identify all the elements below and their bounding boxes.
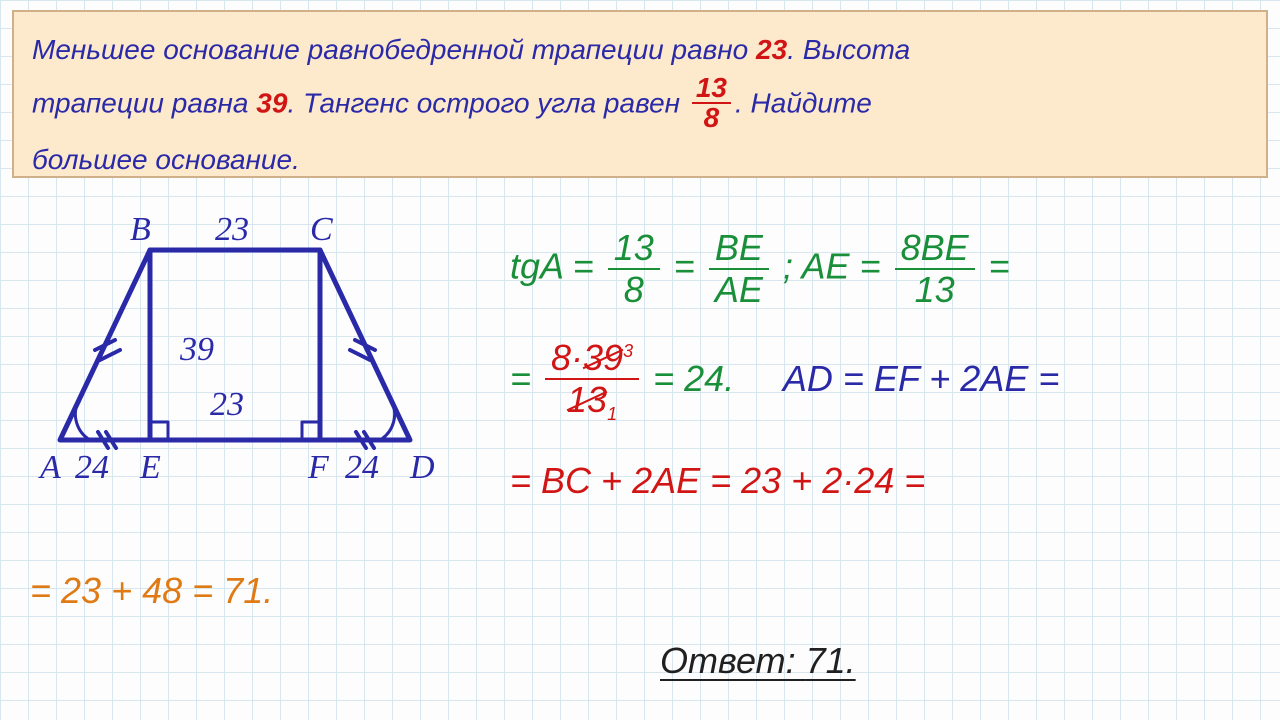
label-b: B: [130, 211, 151, 248]
label-a: A: [38, 449, 61, 486]
work-line-1: tgA = 138 = BEAE ; AE = 8BE13 =: [510, 230, 1010, 308]
l2a: =: [510, 358, 541, 399]
l2c: AD = EF + 2AE =: [783, 358, 1060, 399]
trapezoid-diagram: B C A D E F 23 39 23 24 24: [30, 200, 460, 500]
l1f1n: 13: [608, 230, 660, 270]
problem-fraction: 138: [692, 74, 731, 132]
angle-arc-a: [75, 400, 90, 440]
label-f: F: [307, 449, 330, 486]
problem-text-3: трапеции равна: [32, 87, 256, 118]
answer-line: Ответ: 71.: [660, 640, 856, 682]
problem-value-1: 23: [756, 34, 787, 65]
l1f2n: BE: [709, 230, 769, 270]
l1f3d: 13: [909, 270, 961, 308]
label-ef: 23: [210, 386, 244, 423]
label-c: C: [310, 211, 333, 248]
label-e: E: [139, 449, 161, 486]
work-line-3: = BC + 2AE = 23 + 2·24 =: [510, 460, 925, 502]
answer-label: Ответ:: [660, 640, 806, 681]
problem-text-6: большее основание.: [32, 144, 300, 175]
right-angle-f: [302, 422, 320, 440]
l1f3n: 8BE: [895, 230, 975, 270]
diagram-svg: B C A D E F 23 39 23 24 24: [30, 200, 460, 500]
problem-text-5: . Найдите: [735, 87, 872, 118]
answer-value: 71.: [806, 640, 856, 681]
l2-cancel-13: 13: [567, 379, 607, 420]
l1c: ; AE =: [783, 246, 891, 287]
label-height: 39: [179, 331, 214, 368]
problem-text-1: Меньшее основание равнобедренной трапеци…: [32, 34, 756, 65]
label-fd: 24: [345, 449, 379, 486]
problem-text-4: . Тангенс острого угла равен: [287, 87, 687, 118]
work-line-4: = 23 + 48 = 71.: [30, 570, 273, 612]
problem-frac-den: 8: [700, 104, 724, 132]
label-d: D: [409, 449, 435, 486]
l2b: = 24.: [653, 358, 734, 399]
l1-frac2: BEAE: [709, 230, 769, 308]
l2-frac: 8·393 131: [545, 340, 639, 423]
problem-value-2: 39: [256, 87, 287, 118]
l1b: =: [674, 246, 705, 287]
l1f1d: 8: [618, 270, 650, 308]
l3a: = BC + 2AE = 23 + 2·24 =: [510, 460, 925, 501]
l2fna: 8·: [551, 337, 583, 378]
l1a: tgA =: [510, 246, 604, 287]
right-angle-e: [150, 422, 168, 440]
label-top: 23: [215, 211, 249, 248]
problem-text-2: . Высота: [787, 34, 910, 65]
problem-frac-num: 13: [692, 74, 731, 104]
l4a: = 23 + 48 = 71.: [30, 570, 273, 611]
l2sup: 3: [623, 341, 633, 361]
l1f2d: AE: [709, 270, 769, 308]
work-line-2: = 8·393 131 = 24. AD = EF + 2AE =: [510, 340, 1059, 423]
label-ae: 24: [75, 449, 109, 486]
problem-statement: Меньшее основание равнобедренной трапеци…: [12, 10, 1268, 178]
l1-frac1: 138: [608, 230, 660, 308]
l2fn: 8·393: [545, 340, 639, 380]
l2-cancel-39: 39: [583, 337, 623, 378]
l1-frac3: 8BE13: [895, 230, 975, 308]
l2fd: 131: [561, 380, 623, 423]
angle-arc-d: [380, 400, 395, 440]
l1d: =: [989, 246, 1010, 287]
l2sub: 1: [607, 404, 617, 424]
